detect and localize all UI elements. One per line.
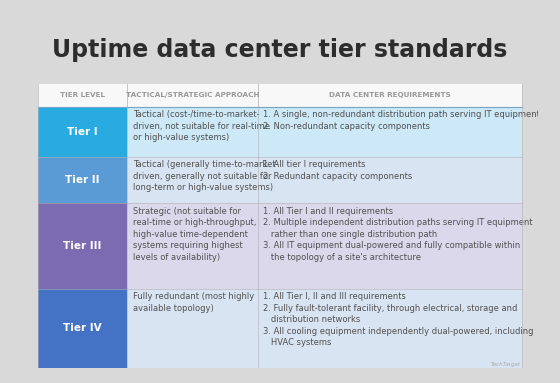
Text: Tier IV: Tier IV — [63, 323, 102, 333]
Text: Tactical (cost-/time-to-market-
driven, not suitable for real-time
or high-value: Tactical (cost-/time-to-market- driven, … — [133, 110, 269, 142]
Text: Tier III: Tier III — [63, 241, 102, 251]
Text: Tactical (generally time-to-market-
driven, generally not suitable for
long-term: Tactical (generally time-to-market- driv… — [133, 160, 278, 192]
Text: 1. A single, non-redundant distribution path serving IT equipment
2. Non-redunda: 1. A single, non-redundant distribution … — [263, 110, 540, 131]
Bar — [128, 203, 522, 289]
Text: Tier I: Tier I — [67, 126, 98, 137]
Text: 1. All tier I requirements
2. Redundant capacity components: 1. All tier I requirements 2. Redundant … — [263, 160, 413, 180]
Text: DATA CENTER REQUIREMENTS: DATA CENTER REQUIREMENTS — [329, 92, 451, 98]
Text: TACTICAL/STRATEGIC APPROACH: TACTICAL/STRATEGIC APPROACH — [126, 92, 260, 98]
Bar — [38, 84, 522, 106]
Text: TIER LEVEL: TIER LEVEL — [60, 92, 105, 98]
Bar — [128, 106, 522, 157]
Bar — [38, 106, 128, 157]
Text: 1. All Tier I and II requirements
2. Multiple independent distribution paths ser: 1. All Tier I and II requirements 2. Mul… — [263, 207, 533, 262]
Bar — [128, 289, 522, 368]
Bar — [38, 203, 128, 289]
Text: Uptime data center tier standards: Uptime data center tier standards — [52, 38, 508, 62]
Bar — [38, 289, 128, 368]
Text: Strategic (not suitable for
real-time or high-throughput,
high-value time-depend: Strategic (not suitable for real-time or… — [133, 207, 256, 262]
Text: Tier II: Tier II — [66, 175, 100, 185]
Bar — [38, 157, 128, 203]
Text: 1. All Tier I, II and III requirements
2. Fully fault-tolerant facility, through: 1. All Tier I, II and III requirements 2… — [263, 292, 534, 347]
Text: TechTarget: TechTarget — [491, 362, 521, 367]
Bar — [128, 157, 522, 203]
Text: Fully redundant (most highly
available topology): Fully redundant (most highly available t… — [133, 292, 254, 313]
